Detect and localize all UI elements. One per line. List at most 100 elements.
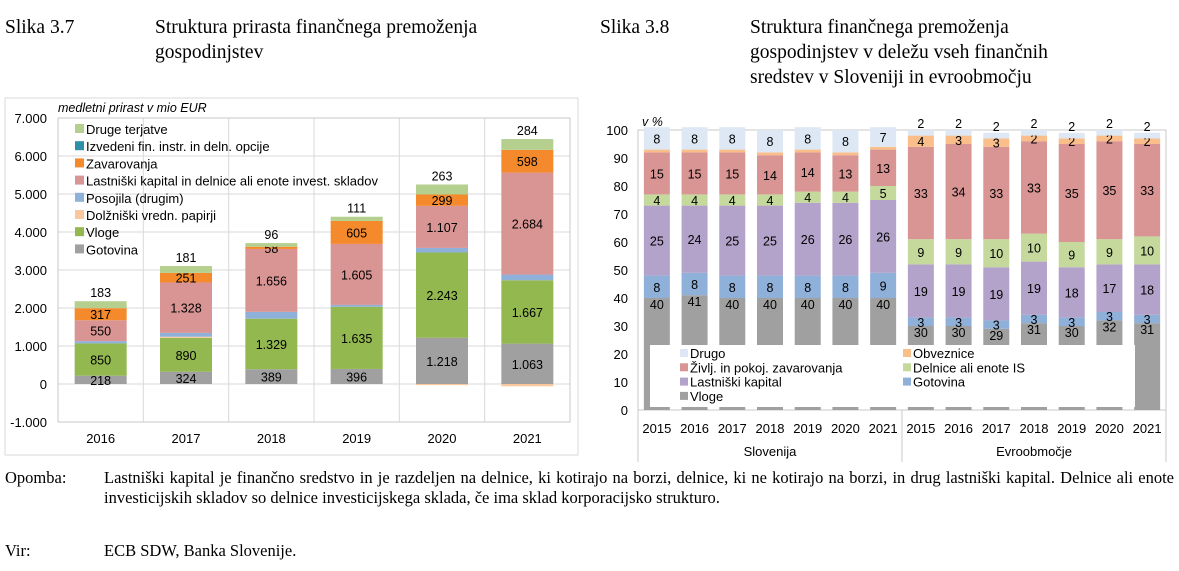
legend-label: Lastniški kapital in delnice ali enote i… — [86, 174, 378, 189]
legend-swatch — [75, 175, 84, 185]
bar-segment — [416, 252, 468, 338]
bar-segment — [245, 246, 298, 249]
bar-segment — [643, 194, 670, 206]
bar-segment — [983, 267, 1010, 321]
legend-swatch — [903, 377, 911, 386]
bar-segment — [160, 336, 212, 338]
data-label: 33 — [989, 187, 1003, 201]
legend-label: Življ. in pokoj. zavarovanja — [690, 360, 843, 375]
data-label: 40 — [876, 298, 890, 312]
data-label: 25 — [763, 235, 777, 249]
data-label: 10 — [1140, 244, 1154, 258]
data-label: 3 — [1068, 316, 1075, 330]
data-label: 324 — [176, 372, 197, 386]
data-label: 9 — [880, 279, 887, 293]
bar-segment — [1058, 267, 1085, 318]
data-label: 890 — [176, 349, 197, 363]
bar-segment — [1134, 138, 1161, 144]
bar-segment — [74, 308, 127, 321]
bar-segment — [330, 220, 383, 244]
bar-segment — [757, 155, 783, 195]
bar-segment — [870, 186, 897, 200]
bar-segment — [870, 146, 897, 150]
legend-label: Lastniški kapital — [690, 375, 782, 390]
bar-segment — [945, 239, 972, 265]
data-label: 4 — [804, 191, 811, 205]
y-tick-label: 20 — [614, 347, 628, 362]
source-label: Vir: — [5, 541, 31, 560]
data-label: 1.218 — [426, 355, 457, 369]
data-label: 8 — [653, 281, 660, 295]
legend-label: Druge terjatve — [86, 122, 168, 137]
data-label: 3 — [955, 316, 962, 330]
bar-segment — [1134, 132, 1161, 139]
x-tick-label: 2017 — [718, 421, 747, 436]
bar-segment — [330, 306, 383, 369]
data-label: 251 — [176, 272, 197, 286]
x-tick-label: 2016 — [944, 421, 973, 436]
legend-swatch — [903, 349, 911, 357]
bar-segment — [907, 264, 934, 318]
data-label: 14 — [763, 169, 777, 183]
data-label: 9 — [955, 246, 962, 260]
bar-segment — [945, 130, 972, 136]
legend-swatch — [75, 227, 84, 237]
data-label: 10 — [989, 247, 1003, 261]
bar-segment — [719, 149, 746, 153]
bar-segment — [945, 264, 972, 318]
bar-segment — [757, 205, 783, 276]
bar-segment — [1096, 239, 1123, 265]
data-label: 598 — [517, 155, 538, 169]
data-label: 2 — [1031, 117, 1038, 131]
x-tick-label: 2021 — [513, 431, 542, 446]
data-label: 605 — [346, 226, 367, 240]
data-label: 24 — [688, 233, 702, 247]
data-label: 4 — [917, 135, 924, 149]
data-label: 19 — [952, 285, 966, 299]
data-label: 3 — [993, 137, 1000, 151]
x-tick-label: 2020 — [428, 431, 457, 446]
x-tick-label: 2019 — [793, 421, 822, 436]
x-tick-label: 2018 — [756, 421, 785, 436]
data-label: 26 — [801, 233, 815, 247]
figure-title-1: Struktura prirasta finančnega premoženja… — [155, 15, 477, 65]
bar-segment — [330, 216, 383, 221]
y-tick-label: -1.000 — [10, 415, 47, 430]
data-label: 5 — [880, 187, 887, 201]
data-label: 8 — [804, 281, 811, 295]
data-label: 389 — [261, 371, 282, 385]
data-label: 18 — [1065, 286, 1079, 300]
legend-swatch — [75, 124, 84, 133]
bar-segment — [832, 152, 859, 156]
data-label: 2 — [1144, 135, 1151, 149]
bar-segment — [1096, 130, 1123, 136]
data-label: 850 — [90, 354, 111, 368]
legend-swatch — [75, 192, 84, 202]
bar-segment — [681, 127, 708, 150]
data-label: 4 — [767, 194, 774, 208]
bar-segment — [160, 272, 212, 283]
data-label: 15 — [688, 167, 702, 181]
bar-segment — [719, 194, 746, 206]
legend-swatch — [680, 363, 688, 372]
x-tick-label: 2017 — [172, 431, 201, 446]
x-tick-label: 2015 — [642, 421, 671, 436]
data-label: 19 — [989, 288, 1003, 302]
bar-segment — [794, 275, 821, 298]
bar-segment — [160, 332, 212, 337]
bar-segment — [907, 146, 934, 240]
bar-segment — [907, 135, 934, 147]
data-label: 26 — [876, 230, 890, 244]
data-label: 32 — [1102, 320, 1116, 334]
data-label: 317 — [90, 308, 111, 322]
x-tick-label: 2017 — [982, 421, 1011, 436]
data-label: 2 — [1068, 135, 1075, 149]
bar-segment — [643, 205, 670, 276]
data-label: 13 — [876, 162, 890, 176]
bar-segment — [870, 127, 897, 147]
data-label: 2 — [917, 117, 924, 131]
note-text: Lastniški kapital je finančno sredstvo i… — [104, 468, 1174, 507]
data-label: 33 — [1140, 184, 1154, 198]
data-label: 2 — [955, 117, 962, 131]
bar-segment — [245, 318, 298, 370]
